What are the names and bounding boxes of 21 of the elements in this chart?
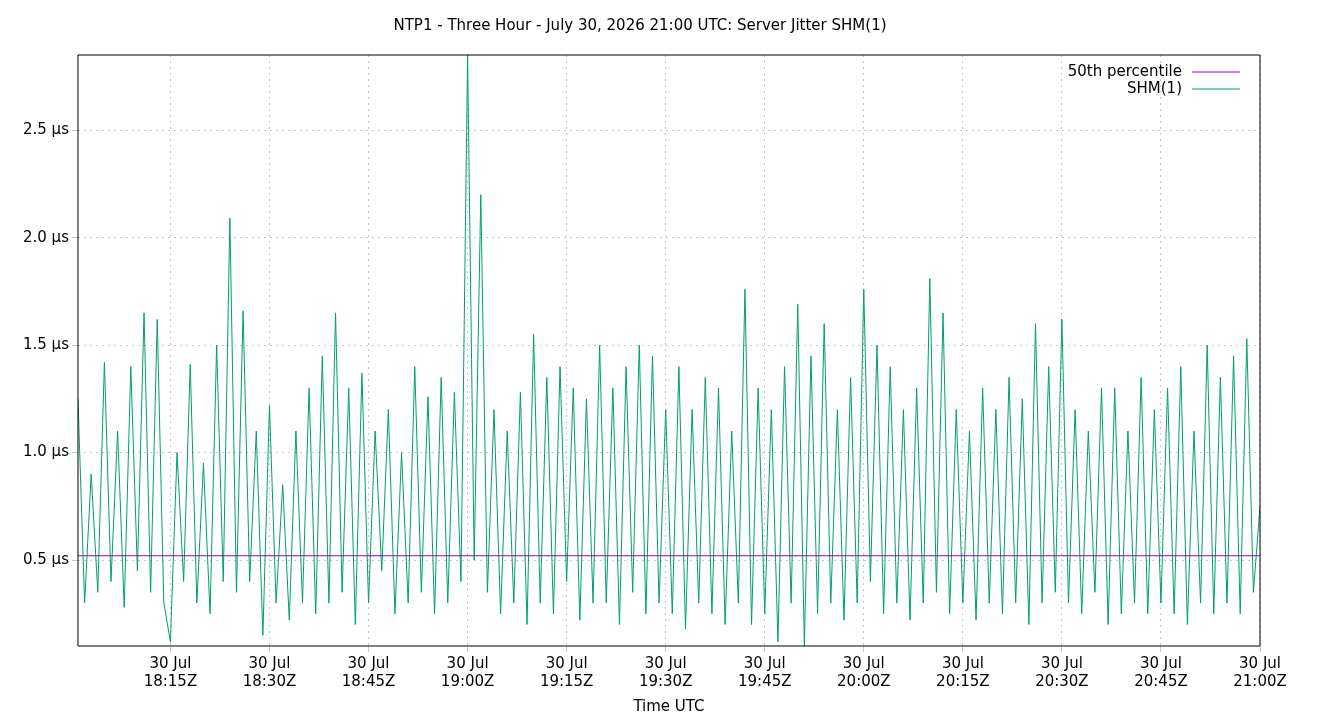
- legend-label: 50th percentile: [1067, 61, 1182, 80]
- x-tick-label: 30 Jul 19:15Z: [539, 653, 594, 690]
- x-tick-label: 30 Jul 18:30Z: [242, 653, 297, 690]
- x-tick-label: 30 Jul 20:00Z: [837, 653, 891, 690]
- x-tick-label: 30 Jul 21:00Z: [1233, 653, 1287, 690]
- y-tick-label: 0.5 µs: [23, 549, 70, 568]
- x-tick-label: 30 Jul 19:30Z: [638, 653, 693, 690]
- x-tick-label: 30 Jul 19:00Z: [440, 653, 495, 690]
- x-tick-label: 30 Jul 18:45Z: [341, 653, 396, 690]
- chart-title: NTP1 - Three Hour - July 30, 2026 21:00 UTC: Server Jitter SHM(1): [393, 15, 887, 34]
- legend-label: SHM(1): [1127, 78, 1182, 97]
- y-tick-label: 2.0 µs: [23, 227, 70, 246]
- y-tick-label: 1.5 µs: [23, 335, 70, 354]
- x-tick-label: 30 Jul 20:45Z: [1134, 653, 1188, 690]
- x-tick-label: 30 Jul 19:45Z: [737, 653, 792, 690]
- x-tick-label: 30 Jul 20:15Z: [936, 653, 990, 690]
- x-tick-label: 30 Jul 20:30Z: [1035, 653, 1089, 690]
- x-axis-title: Time UTC: [632, 696, 705, 715]
- x-tick-label: 30 Jul 18:15Z: [143, 653, 198, 690]
- y-tick-label: 1.0 µs: [23, 442, 70, 461]
- y-tick-label: 2.5 µs: [23, 120, 70, 139]
